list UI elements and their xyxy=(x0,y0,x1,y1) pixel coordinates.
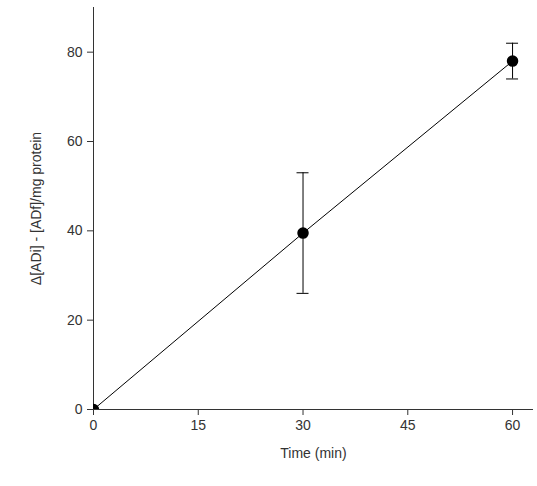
svg-text:Time (min): Time (min) xyxy=(280,445,346,461)
svg-text:0: 0 xyxy=(75,401,83,417)
svg-text:Δ[ADi] - [ADf]/mg protein: Δ[ADi] - [ADf]/mg protein xyxy=(28,132,44,285)
svg-text:15: 15 xyxy=(190,417,206,433)
svg-text:30: 30 xyxy=(295,417,311,433)
svg-text:60: 60 xyxy=(505,417,521,433)
svg-text:20: 20 xyxy=(67,312,83,328)
svg-text:60: 60 xyxy=(67,133,83,149)
svg-text:0: 0 xyxy=(90,417,98,433)
svg-text:80: 80 xyxy=(67,44,83,60)
svg-text:40: 40 xyxy=(67,222,83,238)
svg-text:45: 45 xyxy=(400,417,416,433)
